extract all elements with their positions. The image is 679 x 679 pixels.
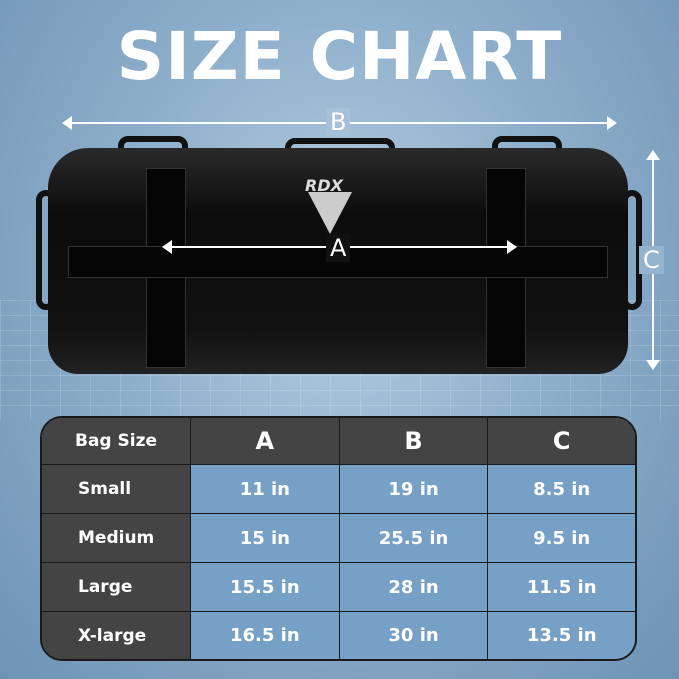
- table-row: Large 15.5 in 28 in 11.5 in: [42, 563, 635, 613]
- header-bag-size: Bag Size: [42, 418, 191, 465]
- header-b: B: [339, 418, 489, 465]
- size-cell: Large: [42, 563, 191, 613]
- a-cell: 15 in: [191, 514, 340, 564]
- b-cell: 28 in: [339, 563, 489, 613]
- table-row: Small 11 in 19 in 8.5 in: [42, 465, 635, 515]
- sandbag-image: [48, 148, 628, 374]
- page-title: SIZE CHART: [116, 18, 563, 95]
- dimension-b-label: B: [326, 108, 351, 136]
- table-row: X-large 16.5 in 30 in 13.5 in: [42, 612, 635, 659]
- brand-logo: RDX: [305, 176, 343, 195]
- header-c: C: [488, 418, 635, 465]
- c-cell: 13.5 in: [488, 612, 635, 659]
- table-row: Medium 15 in 25.5 in 9.5 in: [42, 514, 635, 564]
- b-cell: 30 in: [339, 612, 489, 659]
- c-cell: 11.5 in: [488, 563, 635, 613]
- dimension-a-label: A: [326, 234, 351, 262]
- table-header-row: Bag Size A B C: [42, 418, 635, 465]
- header-a: A: [191, 418, 340, 465]
- size-cell: Small: [42, 465, 191, 515]
- c-cell: 9.5 in: [488, 514, 635, 564]
- a-cell: 11 in: [191, 465, 340, 515]
- a-cell: 16.5 in: [191, 612, 340, 659]
- size-cell: X-large: [42, 612, 191, 659]
- brand-logo-mark: [308, 192, 352, 234]
- a-cell: 15.5 in: [191, 563, 340, 613]
- dimension-c-label: C: [639, 246, 664, 274]
- c-cell: 8.5 in: [488, 465, 635, 515]
- b-cell: 19 in: [339, 465, 489, 515]
- size-chart-table: Bag Size A B C Small 11 in 19 in 8.5 in …: [40, 416, 637, 661]
- size-cell: Medium: [42, 514, 191, 564]
- b-cell: 25.5 in: [339, 514, 489, 564]
